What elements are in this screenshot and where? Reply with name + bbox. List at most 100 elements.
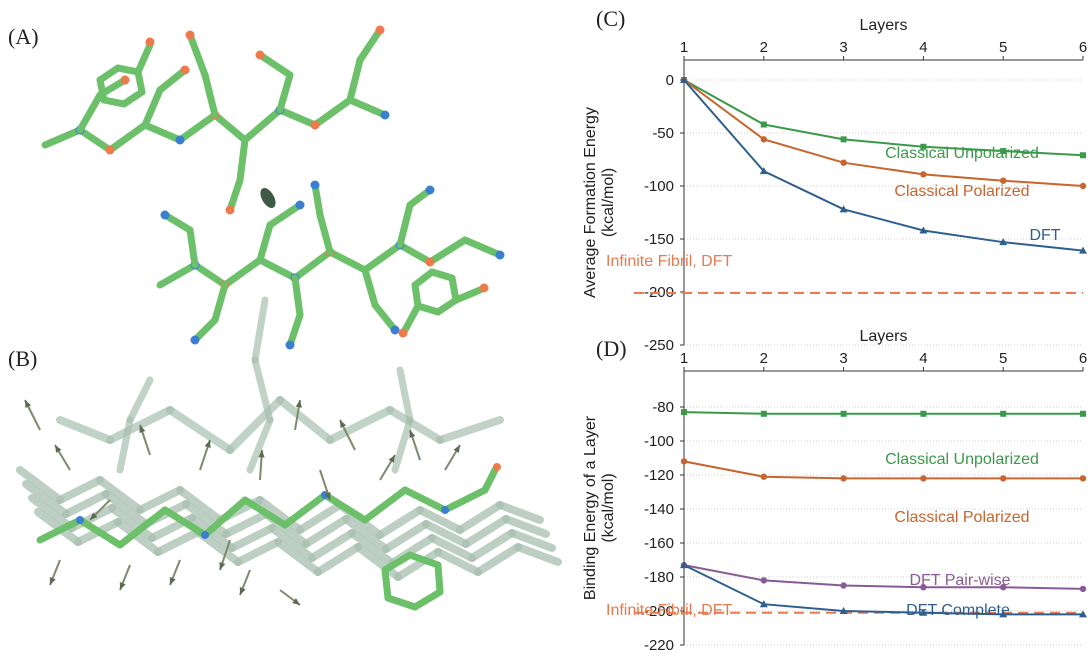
bond bbox=[286, 311, 304, 349]
bond bbox=[502, 515, 550, 538]
bond bbox=[411, 281, 422, 310]
y-axis-title: (kcal/mol) bbox=[600, 168, 617, 237]
y-tick-label: -140 bbox=[644, 501, 674, 518]
bond bbox=[228, 524, 276, 552]
y-axis-title: Binding Energy of a Layer bbox=[582, 415, 599, 600]
atom bbox=[185, 30, 195, 40]
bond bbox=[141, 121, 184, 144]
bond bbox=[416, 506, 464, 534]
bond bbox=[222, 510, 270, 538]
data-point bbox=[919, 608, 928, 616]
bond bbox=[182, 500, 230, 538]
data-point bbox=[920, 171, 927, 178]
bond bbox=[428, 534, 476, 562]
bond bbox=[386, 406, 444, 444]
bond bbox=[96, 476, 144, 514]
atom bbox=[380, 110, 390, 120]
bond bbox=[161, 506, 209, 539]
bond bbox=[234, 538, 282, 566]
bond bbox=[141, 86, 164, 129]
arrow-head bbox=[90, 512, 98, 520]
panel-label-a: (A) bbox=[8, 24, 39, 49]
x-tick-label: 2 bbox=[760, 39, 768, 56]
panel-label-c: (C) bbox=[596, 6, 626, 31]
atom bbox=[145, 37, 155, 47]
arrow-head bbox=[324, 492, 331, 500]
x-axis-title: Layers bbox=[859, 328, 907, 345]
bond bbox=[452, 286, 484, 304]
y-tick-label: -80 bbox=[652, 399, 674, 416]
bond bbox=[401, 486, 449, 514]
x-tick-label: 1 bbox=[680, 350, 688, 367]
data-point bbox=[1079, 246, 1087, 254]
series-label: Classical Polarized bbox=[894, 183, 1029, 200]
y-tick-label: -100 bbox=[644, 433, 674, 450]
bond bbox=[241, 106, 284, 144]
atom bbox=[398, 328, 408, 338]
series-line bbox=[683, 79, 1084, 157]
atom bbox=[190, 335, 200, 345]
data-point bbox=[759, 600, 768, 608]
x-tick-label: 4 bbox=[919, 39, 927, 56]
bond bbox=[311, 96, 354, 129]
bond bbox=[434, 561, 444, 596]
bond bbox=[56, 416, 114, 444]
y-tick-label: -150 bbox=[644, 231, 674, 248]
arrow-head bbox=[119, 582, 126, 590]
data-point bbox=[1000, 410, 1007, 417]
bond bbox=[342, 515, 390, 553]
bond bbox=[441, 486, 489, 514]
y-tick-label: -50 bbox=[652, 125, 674, 142]
bond bbox=[361, 241, 404, 274]
bond bbox=[268, 524, 316, 562]
bond bbox=[346, 56, 364, 104]
atom bbox=[425, 185, 435, 195]
x-tick-label: 4 bbox=[919, 350, 927, 367]
series-label: Classical Unpolarized bbox=[885, 451, 1039, 468]
bond bbox=[411, 588, 444, 611]
data-point bbox=[680, 561, 688, 569]
bond bbox=[266, 201, 304, 229]
bond bbox=[396, 201, 414, 249]
series-label: DFT Pair-wise bbox=[909, 572, 1010, 589]
bond bbox=[311, 181, 324, 219]
x-tick-label: 2 bbox=[760, 350, 768, 367]
data-point bbox=[680, 458, 688, 465]
bond bbox=[201, 496, 249, 539]
bond bbox=[191, 316, 219, 344]
bond bbox=[274, 538, 322, 576]
series-label: DFT Complete bbox=[906, 602, 1010, 619]
data-point bbox=[839, 205, 848, 213]
data-point bbox=[760, 121, 767, 128]
bond bbox=[154, 528, 202, 556]
bond bbox=[116, 416, 134, 474]
x-tick-label: 5 bbox=[999, 350, 1007, 367]
data-point bbox=[920, 410, 927, 417]
bond bbox=[76, 91, 104, 134]
bond bbox=[136, 486, 184, 514]
arrow-head bbox=[204, 440, 211, 448]
atom bbox=[375, 25, 385, 35]
bond bbox=[256, 256, 299, 282]
bond bbox=[321, 491, 369, 524]
bond bbox=[191, 261, 229, 289]
bond bbox=[226, 176, 244, 214]
data-point bbox=[1079, 182, 1087, 190]
atom bbox=[120, 75, 130, 85]
series-line bbox=[683, 564, 1084, 590]
y-tick-label: -220 bbox=[644, 637, 674, 654]
bond bbox=[156, 66, 189, 94]
bond bbox=[361, 486, 409, 524]
series-line bbox=[683, 411, 1083, 415]
bond bbox=[96, 64, 122, 84]
data-point bbox=[760, 136, 767, 143]
data-point bbox=[681, 409, 687, 416]
bond bbox=[251, 296, 269, 364]
arrow-head bbox=[169, 577, 176, 585]
atom bbox=[441, 506, 449, 514]
series-line bbox=[683, 460, 1083, 480]
x-tick-label: 3 bbox=[839, 350, 847, 367]
